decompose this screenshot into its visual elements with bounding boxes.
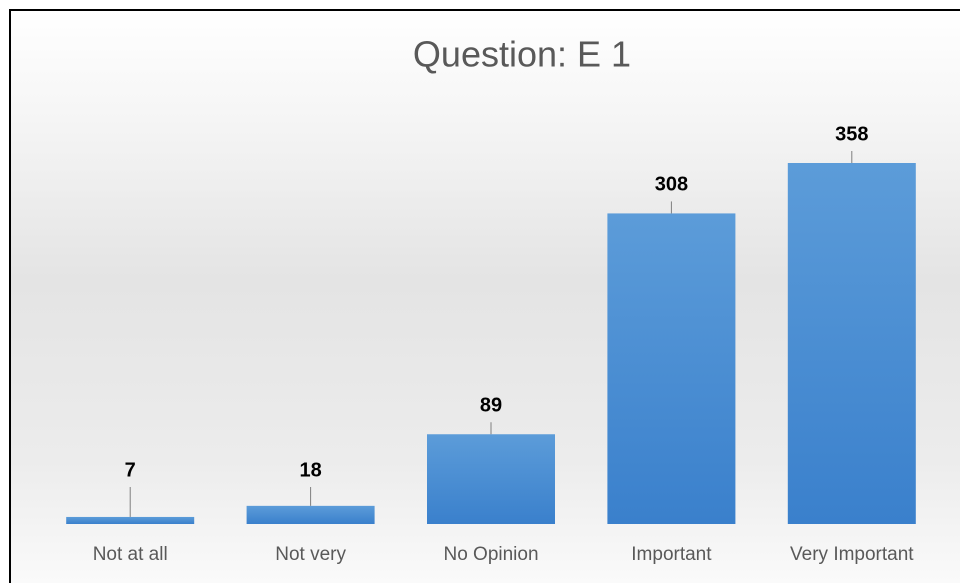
- bar: [246, 505, 375, 524]
- bar: [787, 163, 916, 524]
- x-tick-label: Important: [631, 544, 712, 565]
- chart-title: Question: E 1: [413, 34, 631, 75]
- x-tick-label: Very Important: [790, 544, 914, 565]
- data-label: 18: [299, 459, 321, 481]
- data-label: 358: [835, 123, 868, 145]
- data-label: 308: [655, 174, 688, 196]
- data-label: 89: [480, 395, 502, 417]
- bar: [607, 213, 736, 524]
- x-tick-label: No Opinion: [443, 544, 538, 565]
- data-label: 7: [125, 459, 136, 481]
- x-tick-label: Not at all: [93, 544, 168, 565]
- bar: [427, 434, 555, 524]
- x-tick-label: Not very: [275, 544, 346, 565]
- bar: [66, 516, 195, 524]
